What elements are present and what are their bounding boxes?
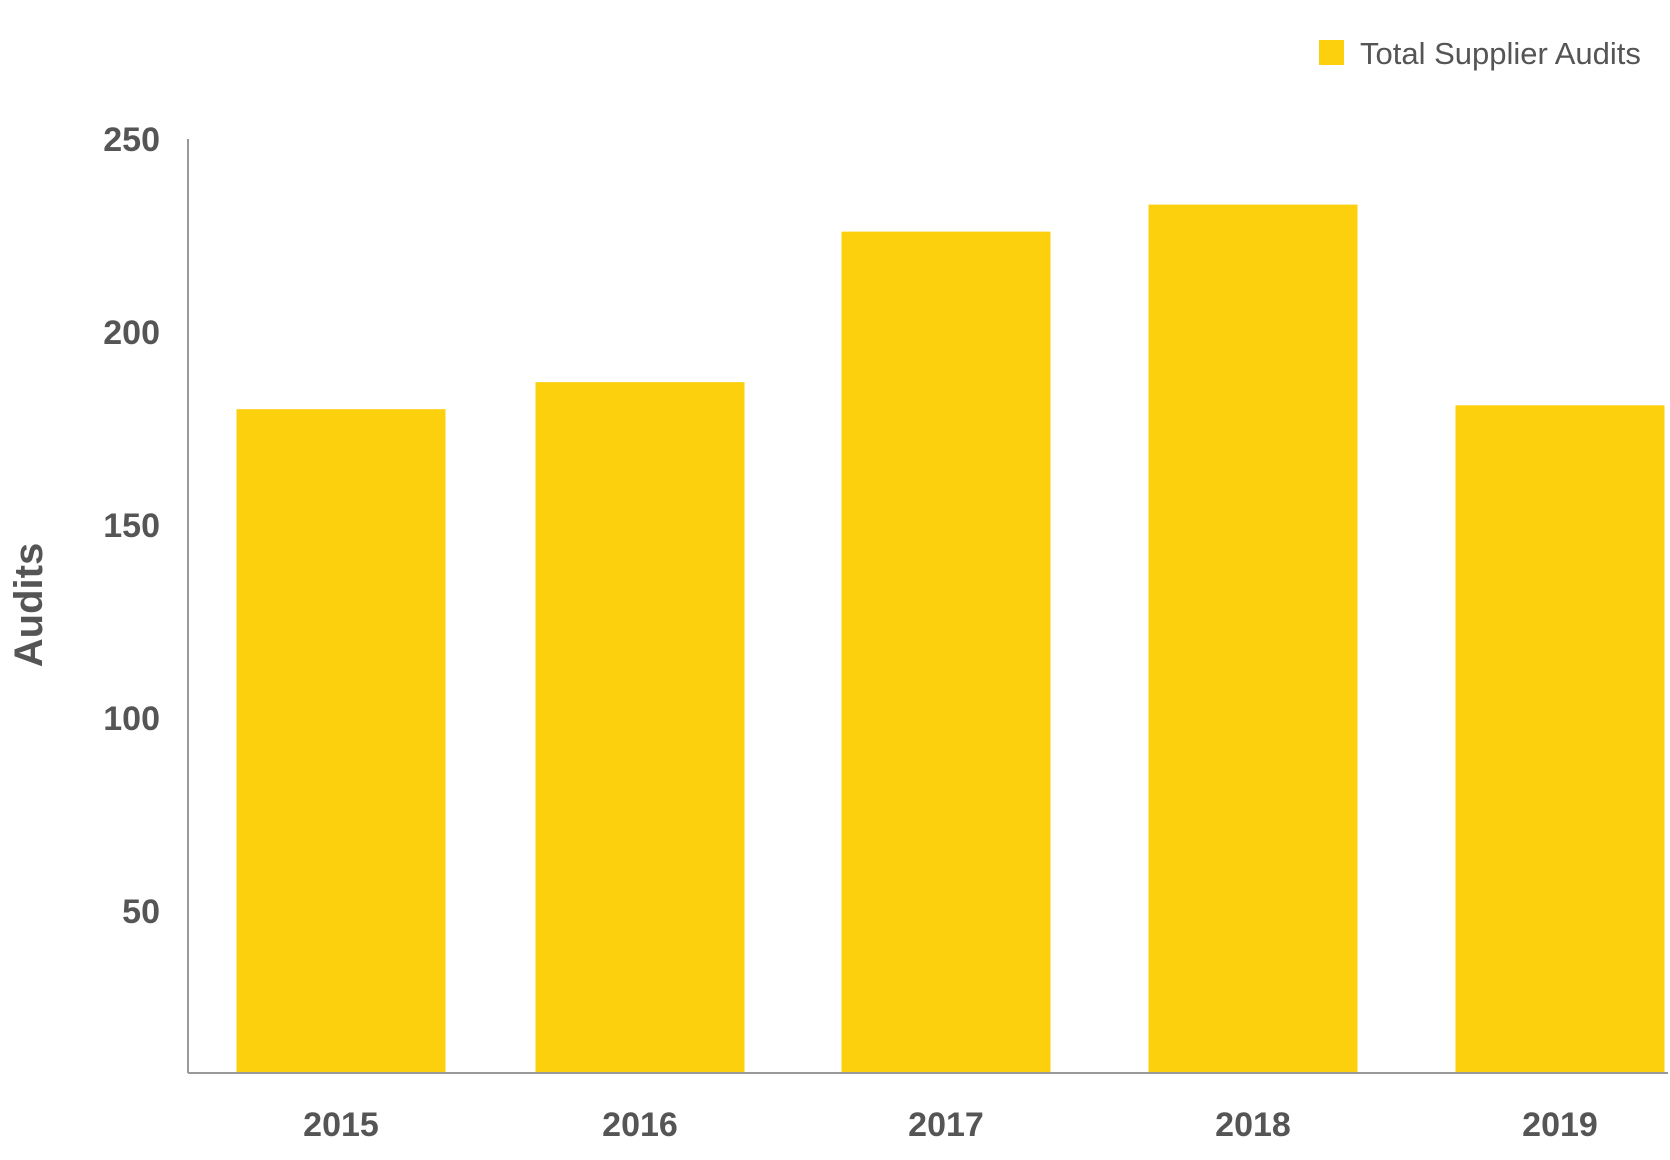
x-tick-label-2016: 2016 (602, 1106, 678, 1144)
bar-2015 (236, 409, 446, 1073)
axes-layer (187, 139, 1668, 1074)
x-tick-label-2017: 2017 (908, 1106, 984, 1144)
y-tick-label-100: 100 (103, 700, 160, 738)
y-axis-label: Audits (7, 543, 51, 667)
bar-2018 (1148, 204, 1358, 1073)
y-tick-label-50: 50 (122, 893, 160, 931)
x-tick-label-2018: 2018 (1215, 1106, 1291, 1144)
x-tick-label-2015: 2015 (303, 1106, 379, 1144)
legend: Total Supplier Audits (1319, 36, 1641, 71)
x-tick-labels: 2015 2016 2017 2018 2019 (303, 1106, 1598, 1144)
y-tick-label-150: 150 (103, 507, 160, 545)
x-tick-label-2019: 2019 (1522, 1106, 1598, 1144)
legend-swatch (1319, 40, 1344, 65)
bar-2016 (535, 382, 745, 1073)
bars-layer (236, 204, 1665, 1073)
y-tick-labels: 50 100 150 200 250 (103, 121, 160, 931)
legend-label: Total Supplier Audits (1360, 36, 1641, 71)
y-tick-label-250: 250 (103, 121, 160, 159)
bar-2019 (1455, 405, 1665, 1073)
y-tick-label-200: 200 (103, 314, 160, 352)
bar-2017 (841, 231, 1051, 1073)
